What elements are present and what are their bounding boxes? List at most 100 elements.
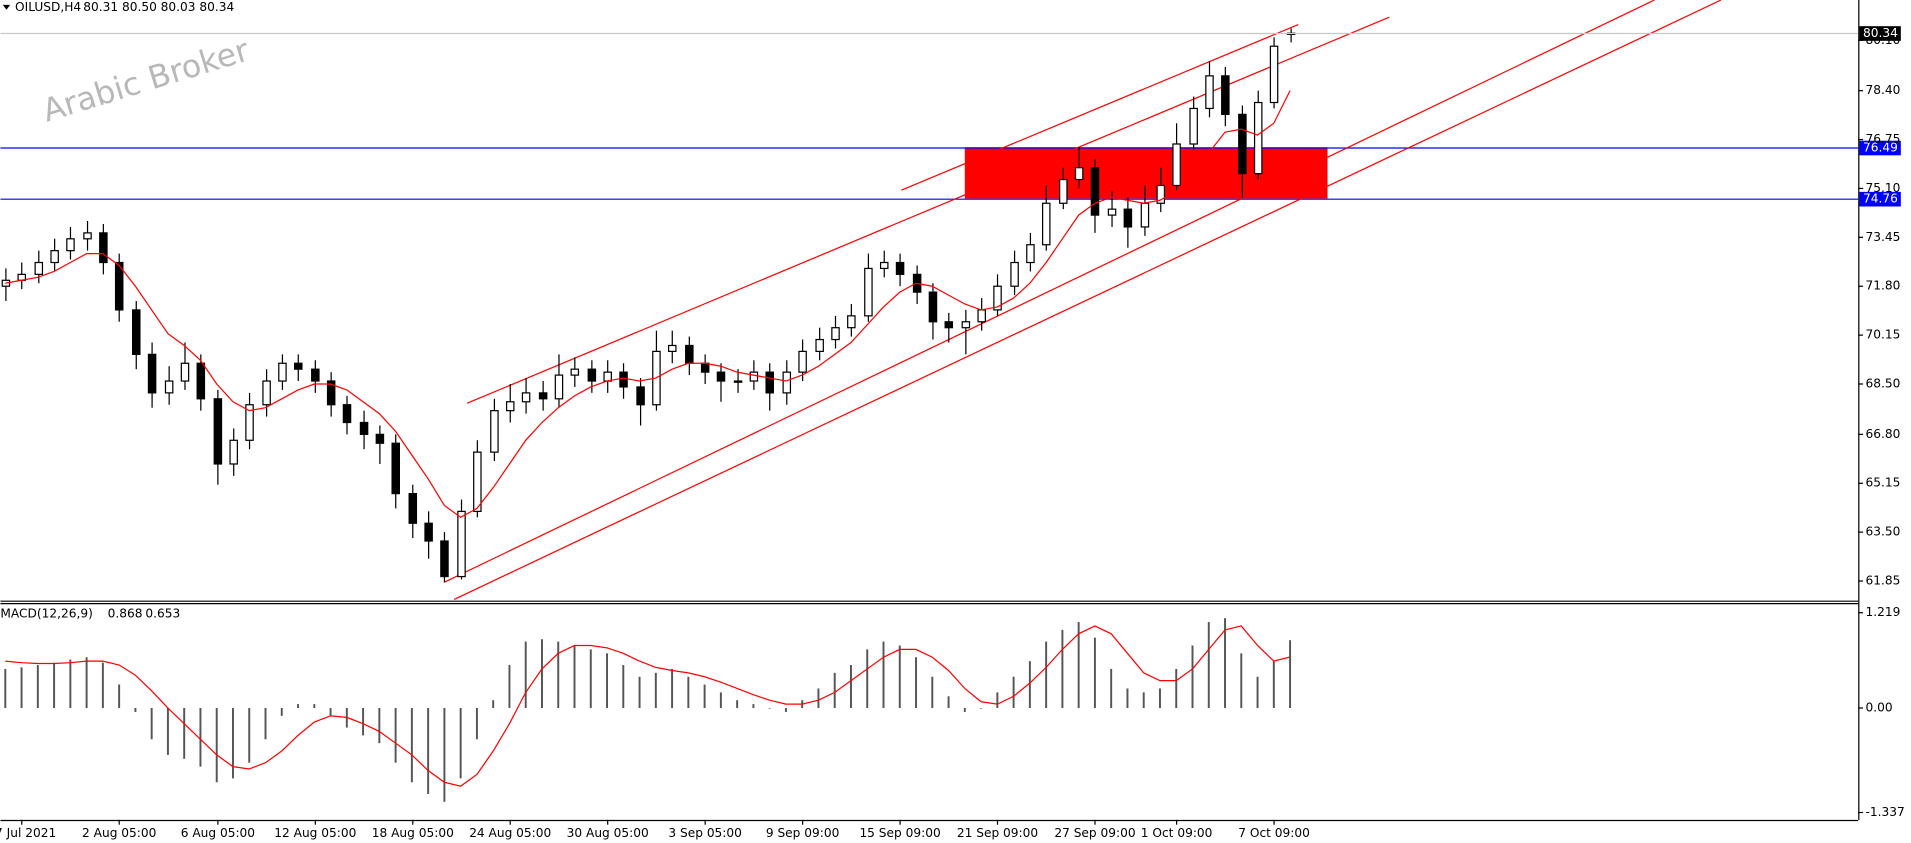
macd-bar [573,645,576,709]
y-tick-label: 76.75 [1866,132,1901,146]
candle-body [408,493,418,524]
candle-body [521,392,531,403]
candle-body [1059,178,1068,204]
candle-body [1010,261,1019,287]
y-tick-label: 61.85 [1866,574,1901,588]
candle-body [879,261,889,270]
macd-bar [69,659,72,709]
last-price-box [1859,26,1901,41]
macd-bar [557,641,560,709]
macd-bar [443,708,446,802]
candle-body [278,362,287,382]
macd-bar [1175,668,1178,709]
macd-bar [20,667,23,709]
candle-body [147,353,157,394]
macd-bar [4,668,7,709]
moving-average [5,90,1291,519]
candle-body [815,338,824,353]
candle-body [685,344,694,364]
y-tick-label: 0.00 [1866,701,1893,715]
x-tick-label: 27 Jul 2021 [0,826,56,840]
macd-bar [264,708,267,740]
macd-bar [784,708,787,712]
macd-bar [1272,661,1275,709]
macd-bar [541,639,543,709]
candle-body [359,421,369,435]
macd-bar [1289,640,1292,709]
signal-line [5,625,1291,787]
macd-bar [1142,692,1145,709]
candle-body [587,368,597,382]
candle-body [977,309,986,323]
candle-body [50,250,59,264]
macd-bar [671,668,674,709]
macd-bar [232,708,234,779]
macd-bar [215,708,218,783]
candle-body [993,285,1002,311]
candle-body [1156,184,1166,204]
x-tick-label: 21 Sep 09:00 [957,826,1038,840]
macd-bar [768,708,771,709]
x-tick-label: 7 Oct 09:00 [1238,826,1310,840]
candle-body [636,386,645,406]
macd-bar [492,700,495,709]
macd-bar [85,657,88,709]
y-tick-label: 71.80 [1866,279,1901,293]
candle-body [311,368,320,382]
channel-line [444,0,1655,583]
candle-body [440,540,449,578]
macd-bar [980,708,983,709]
macd-bar [362,708,365,736]
macd-bar [1093,637,1096,709]
macd-bar [703,684,706,709]
macd-bar [1045,641,1048,709]
macd-bar [719,692,722,709]
candle-body [342,404,352,424]
candle-body [847,315,856,329]
channel-line [453,0,1722,600]
macd-bar [101,662,104,709]
macd-bar [183,708,186,759]
x-tick-label: 1 Oct 09:00 [1141,826,1213,840]
macd-bar [134,708,137,712]
candle-body [66,238,75,252]
candle-body [245,404,254,441]
candle-body [928,291,938,323]
macd-bar [1110,668,1113,709]
candle-body [391,442,400,495]
macd-bar [118,684,121,709]
candle-body [294,362,303,370]
macd-bar [1028,661,1031,709]
candle-body [864,267,873,317]
candle-body [131,309,141,355]
macd-bar [1159,688,1161,709]
macd-bar [508,665,511,709]
channel-line [901,24,1299,191]
candle-body [99,232,108,264]
candle-body [1189,107,1198,145]
macd-panel [4,618,1292,802]
menu-arrow [2,4,11,10]
macd-bar [1077,622,1080,709]
candle-body [1221,75,1230,115]
x-tick-label: 30 Aug 05:00 [567,826,649,840]
y-tick-label: 66.80 [1866,427,1901,441]
candle-body [505,401,515,412]
support-zone [964,147,1328,199]
last-price-label: 80.34 [1863,26,1898,40]
macd-bar [1012,676,1015,709]
x-tick-label: 12 Aug 05:00 [274,826,356,840]
candle-body [1205,75,1214,110]
candle-body [1253,101,1263,175]
candle-body [375,433,385,444]
macd-bar [36,665,39,709]
macd-bar [1224,618,1227,709]
candle-body [700,362,710,373]
macd-bar [947,696,950,709]
candle-body [554,374,564,400]
candle-body [961,321,971,329]
macd-bar [1191,645,1194,709]
macd-bar [53,662,56,709]
macd-bar [313,704,316,709]
